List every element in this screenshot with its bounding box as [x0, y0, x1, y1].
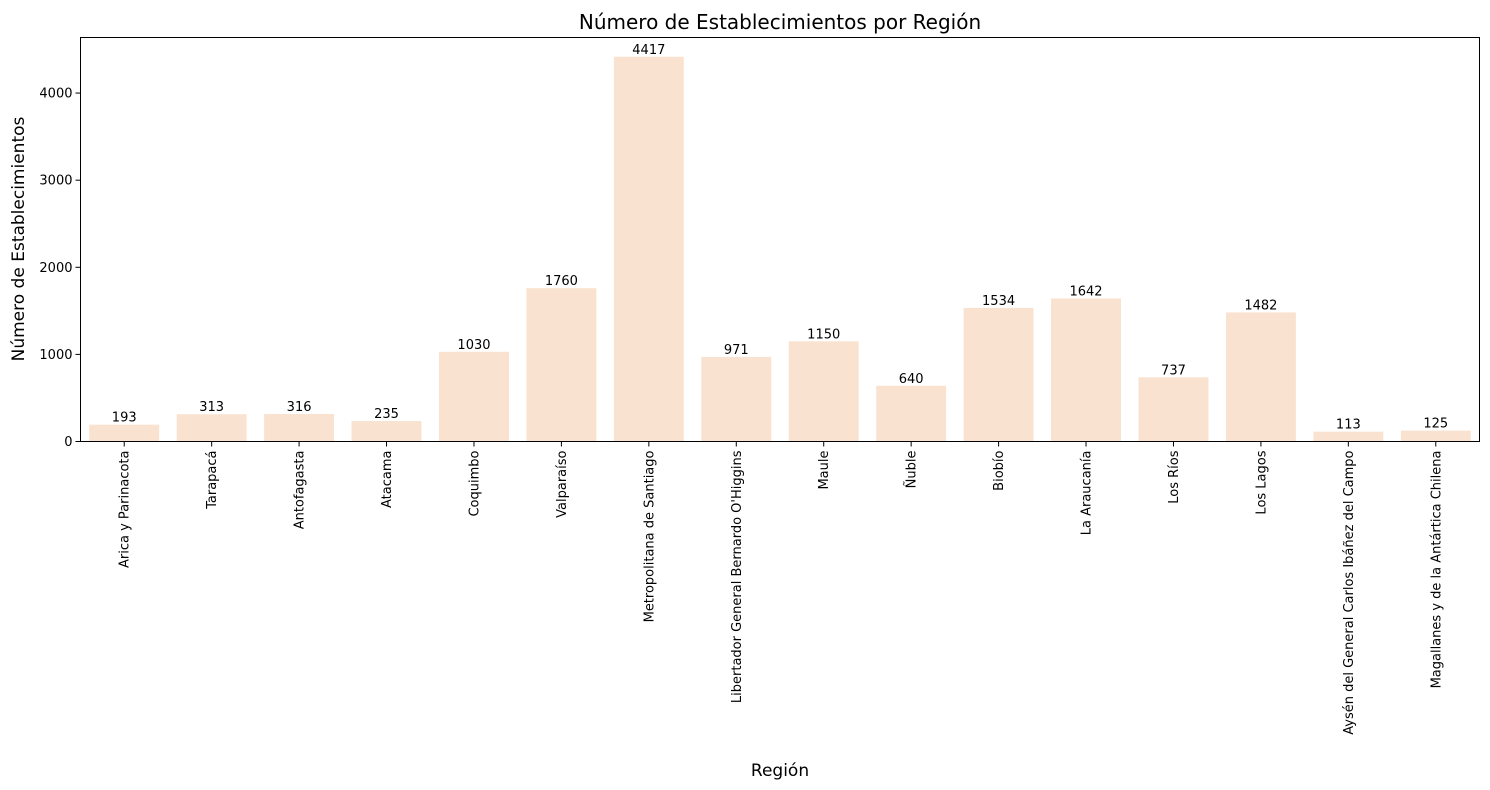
- y-axis: 0 1000 2000 3000 4000: [39, 87, 81, 450]
- x-axis-label: Región: [751, 761, 809, 781]
- bar: [176, 414, 247, 442]
- bar: [613, 56, 684, 442]
- x-tick-label: Coquimbo: [467, 450, 482, 516]
- y-tick-label: 1000: [39, 348, 72, 363]
- bar: [438, 351, 509, 442]
- bar-value-label: 971: [724, 343, 749, 358]
- bar: [1138, 377, 1209, 442]
- bar-value-label: 1482: [1244, 298, 1277, 313]
- y-tick-label: 2000: [39, 261, 72, 276]
- x-tick-label: Los Lagos: [1254, 450, 1269, 514]
- bar-value-label: 125: [1423, 417, 1448, 432]
- plot-frame: [80, 37, 1480, 442]
- bar: [963, 307, 1034, 442]
- x-tick-label: Aysén del General Carlos Ibáñez del Camp…: [1342, 450, 1357, 734]
- x-tick-label: Valparaíso: [555, 450, 570, 517]
- bar: [526, 288, 597, 442]
- bar-value-label: 113: [1336, 418, 1361, 433]
- data-labels-group: 193 313 316 235 1030 1760 4417 971 1150 640 1534 16…: [112, 43, 1448, 433]
- y-tick-label: 0: [64, 435, 72, 450]
- bars-group: [89, 56, 1471, 442]
- x-tick-label: Antofagasta: [293, 451, 308, 530]
- x-tick-label: Libertador General Bernardo O'Higgins: [730, 450, 745, 703]
- bar: [876, 385, 947, 442]
- x-tick-label: Magallanes y de la Antártica Chilena: [1429, 451, 1444, 689]
- bar: [351, 421, 422, 442]
- x-tick-label: Biobío: [992, 450, 1007, 490]
- bar-value-label: 1642: [1069, 284, 1102, 299]
- bar: [264, 413, 335, 442]
- bar-value-label: 737: [1161, 363, 1186, 378]
- bar-value-label: 313: [199, 400, 224, 415]
- y-axis-label: Número de Establecimientos: [9, 116, 29, 361]
- x-tick-label: Ñuble: [904, 451, 920, 489]
- x-tick-label: Tarapacá: [205, 451, 220, 510]
- bar-value-label: 1150: [807, 327, 840, 342]
- x-tick-label: La Araucanía: [1080, 451, 1095, 536]
- x-tick-label: Metropolitana de Santiago: [642, 450, 657, 622]
- bar: [701, 356, 772, 442]
- bar: [89, 424, 160, 442]
- x-tick-label: Atacama: [380, 451, 395, 508]
- bar-value-label: 1030: [457, 338, 490, 353]
- bar-value-label: 193: [112, 411, 137, 426]
- bar-value-label: 235: [374, 407, 399, 422]
- bar: [1225, 312, 1296, 442]
- bar: [1313, 431, 1384, 442]
- bar-value-label: 316: [287, 400, 312, 415]
- bar: [1400, 430, 1471, 442]
- bar-value-label: 640: [899, 372, 924, 387]
- bar: [788, 341, 859, 442]
- x-tick-label: Los Ríos: [1167, 450, 1182, 503]
- bar-value-label: 1760: [545, 274, 578, 289]
- x-tick-label: Maule: [817, 451, 832, 490]
- y-tick-label: 3000: [39, 174, 72, 189]
- x-tick-label: Arica y Parinacota: [118, 451, 133, 568]
- y-tick-label: 4000: [39, 87, 72, 102]
- bar-value-label: 1534: [982, 294, 1015, 309]
- bar: [1051, 298, 1122, 442]
- chart-title: Número de Establecimientos por Región: [579, 10, 981, 34]
- bar-value-label: 4417: [632, 43, 665, 58]
- x-axis: Arica y Parinacota Tarapacá Antofagasta Ata…: [118, 441, 1444, 735]
